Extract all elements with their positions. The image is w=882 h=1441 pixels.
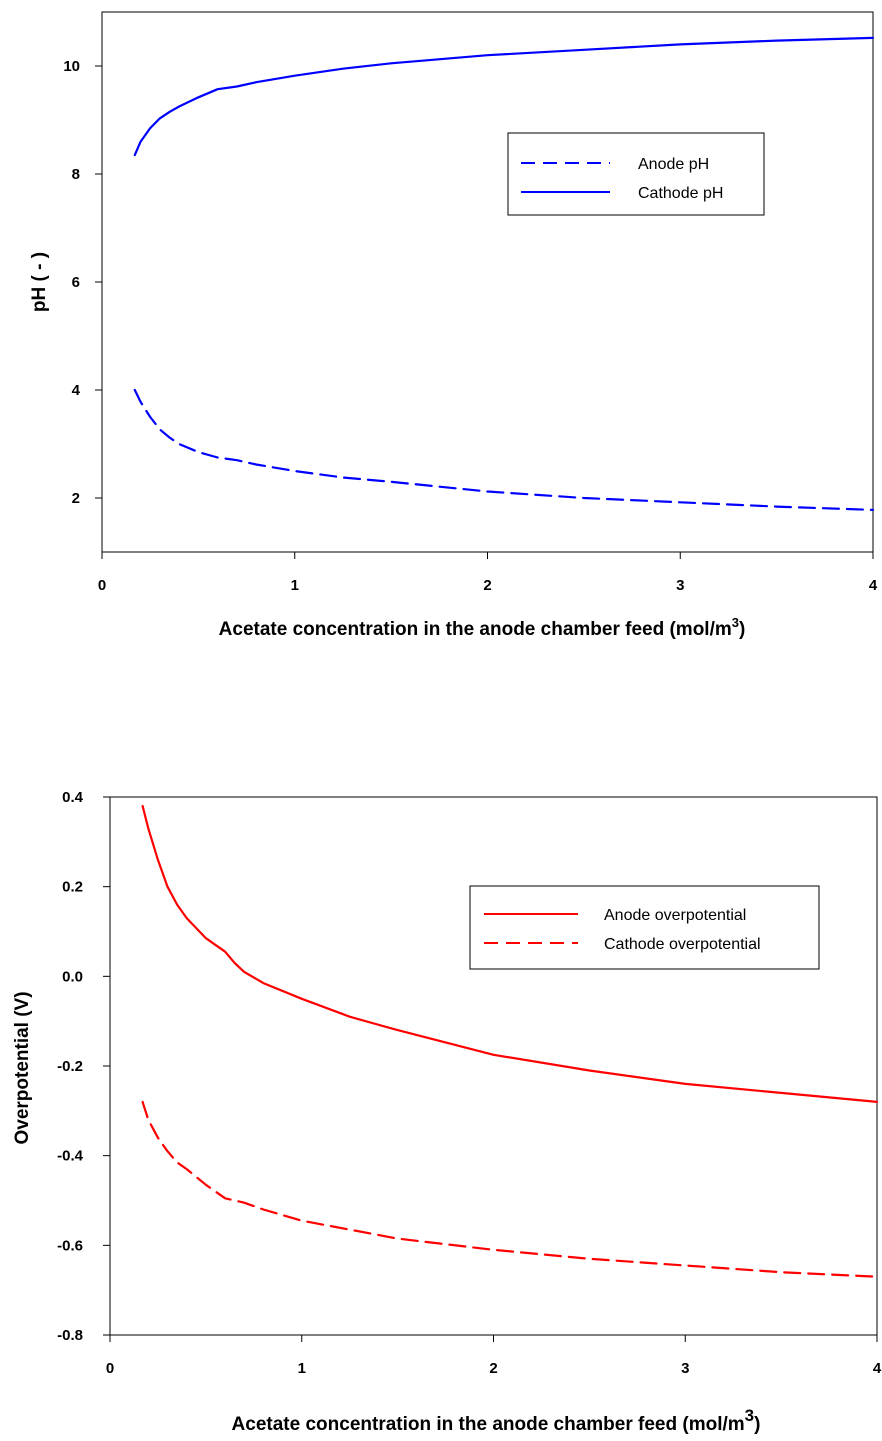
tick-layer: 0 1 2 3 4 2 4 6 8 10 xyxy=(63,58,878,594)
y-tick-label: -0.6 xyxy=(57,1237,83,1254)
legend: Anode overpotential Cathode overpotentia… xyxy=(469,885,820,970)
legend-label-anode-ph: Anode pH xyxy=(638,156,709,173)
x-axis-label: Acetate concentration in the anode chamb… xyxy=(219,615,746,640)
y-axis-label: Overpotential (V) xyxy=(12,991,33,1144)
series-line-anode-overpotential xyxy=(141,804,879,1104)
x-tick-label: 4 xyxy=(869,577,878,594)
y-tick-label: -0.2 xyxy=(57,1058,83,1075)
x-tick-label: 3 xyxy=(681,1360,689,1377)
legend-label-cathode-ph: Cathode pH xyxy=(638,185,723,202)
y-tick-label: 2 xyxy=(72,490,80,507)
legend-label-anode-overpotential: Anode overpotential xyxy=(604,907,746,924)
y-axis-label: pH ( - ) xyxy=(29,252,50,312)
x-tick-label: 2 xyxy=(483,577,491,594)
y-tick-label: -0.4 xyxy=(57,1148,84,1165)
x-tick-label: 0 xyxy=(98,577,106,594)
y-tick-label: -0.8 xyxy=(57,1327,83,1344)
y-tick-label: 0.4 xyxy=(62,789,84,806)
x-tick-label: 0 xyxy=(106,1360,114,1377)
x-tick-label: 3 xyxy=(676,577,684,594)
x-tick-label: 4 xyxy=(873,1360,882,1377)
ph-chart: 0 1 2 3 4 2 4 6 8 10 Anode pH Cathode pH pH ( - )… xyxy=(29,11,878,640)
plot-frame xyxy=(101,11,874,553)
y-tick-label: 6 xyxy=(72,274,80,291)
plot-frame xyxy=(109,796,878,1336)
x-tick-label: 1 xyxy=(298,1360,306,1377)
series-layer xyxy=(133,36,875,511)
y-tick-label: 10 xyxy=(63,58,80,75)
x-tick-label: 2 xyxy=(489,1360,497,1377)
x-axis-label: Acetate concentration in the anode chamb… xyxy=(232,1406,761,1435)
series-layer xyxy=(141,804,879,1278)
legend-box xyxy=(469,885,820,970)
legend-label-cathode-overpotential: Cathode overpotential xyxy=(604,936,761,953)
series-line-anode-ph xyxy=(133,388,875,511)
overpotential-chart: 0 1 2 3 4 -0.8 -0.6 -0.4 -0.2 0.0 0.2 0.4 Anode ove… xyxy=(12,789,882,1435)
y-tick-label: 0.0 xyxy=(62,968,83,985)
x-tick-label: 1 xyxy=(291,577,299,594)
y-tick-label: 4 xyxy=(72,382,81,399)
series-line-cathode-overpotential xyxy=(141,1100,879,1278)
series-line-cathode-ph xyxy=(133,36,875,157)
y-tick-label: 8 xyxy=(72,166,80,183)
legend-box xyxy=(507,132,765,216)
legend: Anode pH Cathode pH xyxy=(507,132,765,216)
tick-layer: 0 1 2 3 4 -0.8 -0.6 -0.4 -0.2 0.0 0.2 0.4 xyxy=(57,789,882,1377)
y-tick-label: 0.2 xyxy=(62,879,83,896)
